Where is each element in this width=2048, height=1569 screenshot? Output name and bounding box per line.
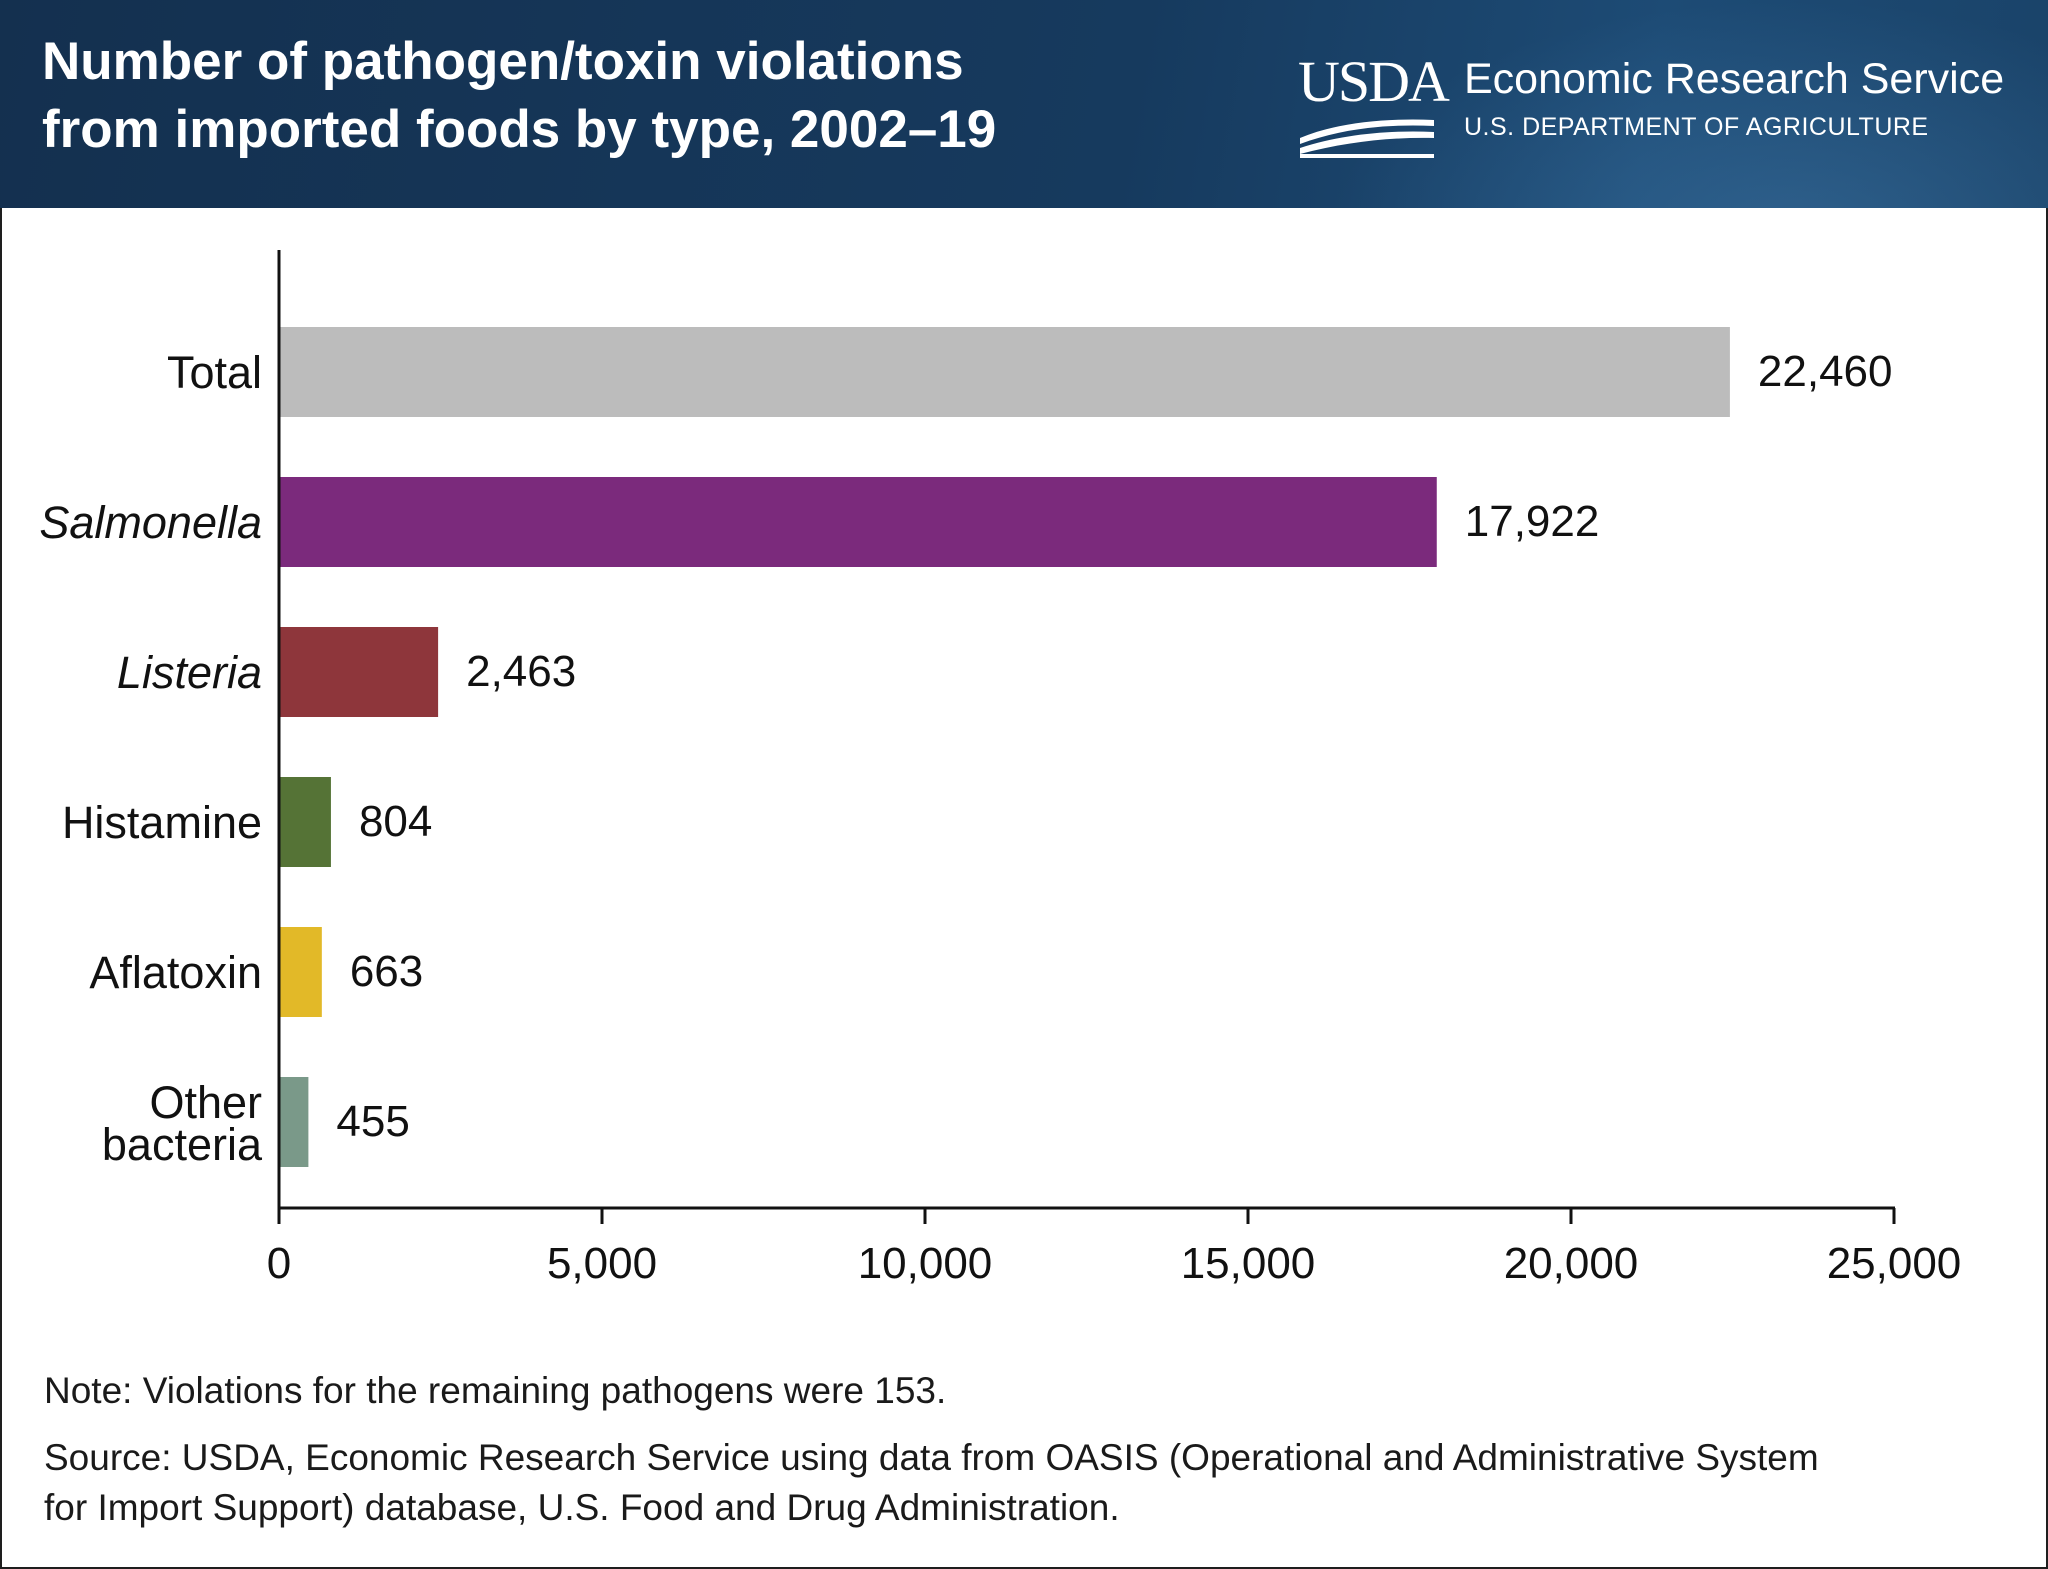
value-label-salmonella: 17,922: [1465, 497, 1600, 546]
header-sheen: [1250, 0, 2048, 208]
chart-source-line-2: for Import Support) database, U.S. Food …: [44, 1487, 1120, 1528]
value-label-listeria: 2,463: [466, 647, 576, 696]
usda-wordmark: USDA: [1298, 49, 1450, 114]
category-label-salmonella: Salmonella: [39, 497, 262, 548]
x-tick-label-20000: 20,000: [1504, 1239, 1639, 1288]
value-label-aflatoxin: 663: [350, 947, 423, 996]
usda-swoosh-icon: [1300, 119, 1434, 158]
chart-title-line-1: Number of pathogen/toxin violations: [42, 32, 964, 91]
bar-listeria: [279, 627, 439, 717]
usda-ers-logo: USDA Economic Research Service U.S. DEPA…: [1298, 52, 2018, 162]
bar-histamine: [279, 777, 331, 867]
x-tick-label-15000: 15,000: [1181, 1239, 1316, 1288]
category-label-histamine: Histamine: [62, 797, 262, 848]
value-label-other-bacteria: 455: [336, 1097, 409, 1146]
header-banner: Number of pathogen/toxin violations from…: [0, 0, 2048, 208]
chart-title: Number of pathogen/toxin violations from…: [42, 28, 1192, 164]
bar-other-bacteria: [279, 1077, 309, 1167]
x-tick-label-0: 0: [267, 1239, 291, 1288]
bar-chart: Total Salmonella Listeria Histamine Aflatoxi…: [39, 250, 1962, 1288]
category-label-other-bacteria: Other bacteria: [102, 1077, 263, 1170]
chart-title-line-2: from imported foods by type, 2002–19: [42, 100, 997, 159]
x-tick-label-10000: 10,000: [858, 1239, 993, 1288]
chart-note: Note: Violations for the remaining patho…: [44, 1370, 947, 1411]
x-tick-label-5000: 5,000: [547, 1239, 657, 1288]
bar-aflatoxin: [279, 927, 322, 1017]
value-labels-group: 22,460 17,922 2,463 804 663 455: [336, 347, 1892, 1146]
value-label-total: 22,460: [1758, 347, 1893, 396]
x-tick-label-25000: 25,000: [1827, 1239, 1962, 1288]
x-ticks-group: 0 5,000 10,000 15,000 20,000 25,000: [267, 1208, 1962, 1288]
bar-total: [279, 327, 1730, 417]
agency-name: Economic Research Service: [1464, 55, 2005, 103]
value-label-histamine: 804: [359, 797, 432, 846]
department-name: U.S. DEPARTMENT OF AGRICULTURE: [1464, 113, 1929, 141]
bars-group: [279, 327, 1730, 1167]
category-label-listeria: Listeria: [117, 647, 262, 698]
chart-source-line-1: Source: USDA, Economic Research Service …: [44, 1437, 1819, 1478]
category-label-total: Total: [167, 347, 262, 398]
bar-salmonella: [279, 477, 1437, 567]
chart-source: Source: USDA, Economic Research Service …: [44, 1433, 2014, 1533]
category-label-aflatoxin: Aflatoxin: [89, 947, 262, 998]
category-labels-group: Total Salmonella Listeria Histamine Aflatoxi…: [39, 347, 263, 1170]
